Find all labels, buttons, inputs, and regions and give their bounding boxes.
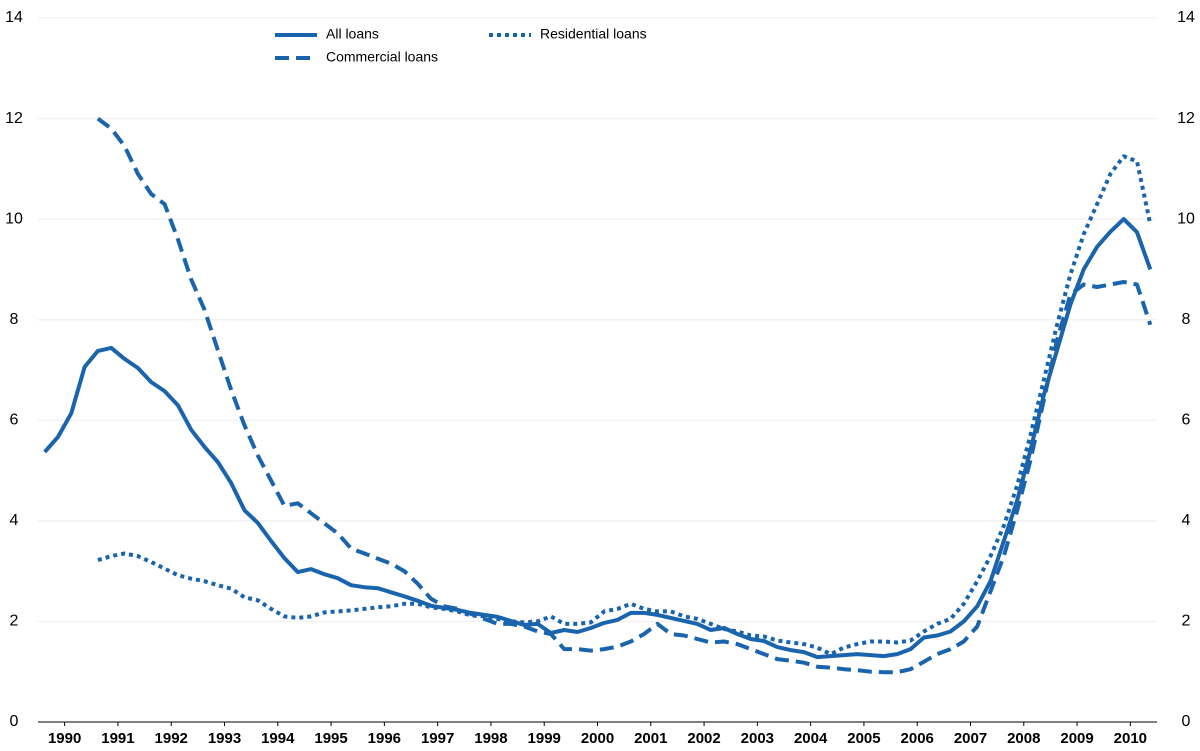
x-tick-label: 1991 [101,730,134,747]
x-tick-label: 1996 [368,730,401,747]
x-tick-label: 2002 [687,730,720,747]
series-line [97,154,1153,657]
x-tick-label: 2007 [954,730,987,747]
series-line [96,116,1153,675]
x-tick-label: 2000 [581,730,614,747]
x-tick-label: 2008 [1007,730,1040,747]
y-tick-label: 2 [10,613,19,630]
y-tick-label: 4 [10,512,19,529]
legend-label: Commercial loans [326,49,438,65]
x-tick-label: 2001 [634,730,667,747]
y2-tick-label: 4 [1182,512,1191,529]
y-tick-label: 8 [10,311,19,328]
x-tick-label: 2004 [794,730,828,747]
y2-tick-label: 2 [1182,613,1191,630]
y2-tick-label: 14 [1177,9,1195,26]
x-tick-label: 1992 [155,730,188,747]
y2-tick-label: 8 [1182,311,1191,328]
x-tick-label: 1990 [48,730,81,747]
x-tick-label: 2003 [741,730,774,747]
x-tick-label: 1997 [421,730,454,747]
x-tick-label: 2006 [901,730,934,747]
y-tick-label: 0 [10,713,19,730]
x-tick-label: 1993 [208,730,241,747]
x-tick-label: 2005 [847,730,880,747]
y-tick-label: 14 [5,9,23,26]
x-tick-label: 2010 [1114,730,1147,747]
series-line [43,217,1153,660]
legend-label: Residential loans [540,26,647,42]
y2-tick-label: 0 [1182,713,1191,730]
y-tick-label: 12 [5,110,23,127]
y2-tick-label: 6 [1182,412,1191,429]
x-tick-label: 1998 [474,730,507,747]
legend-label: All loans [326,26,379,42]
y-tick-label: 6 [10,412,19,429]
x-tick-label: 1995 [314,730,347,747]
y2-tick-label: 12 [1177,110,1195,127]
x-tick-label: 1999 [528,730,561,747]
y2-tick-label: 10 [1177,210,1195,227]
y-tick-label: 10 [5,210,23,227]
x-tick-label: 1994 [261,730,295,747]
x-tick-label: 2009 [1060,730,1093,747]
